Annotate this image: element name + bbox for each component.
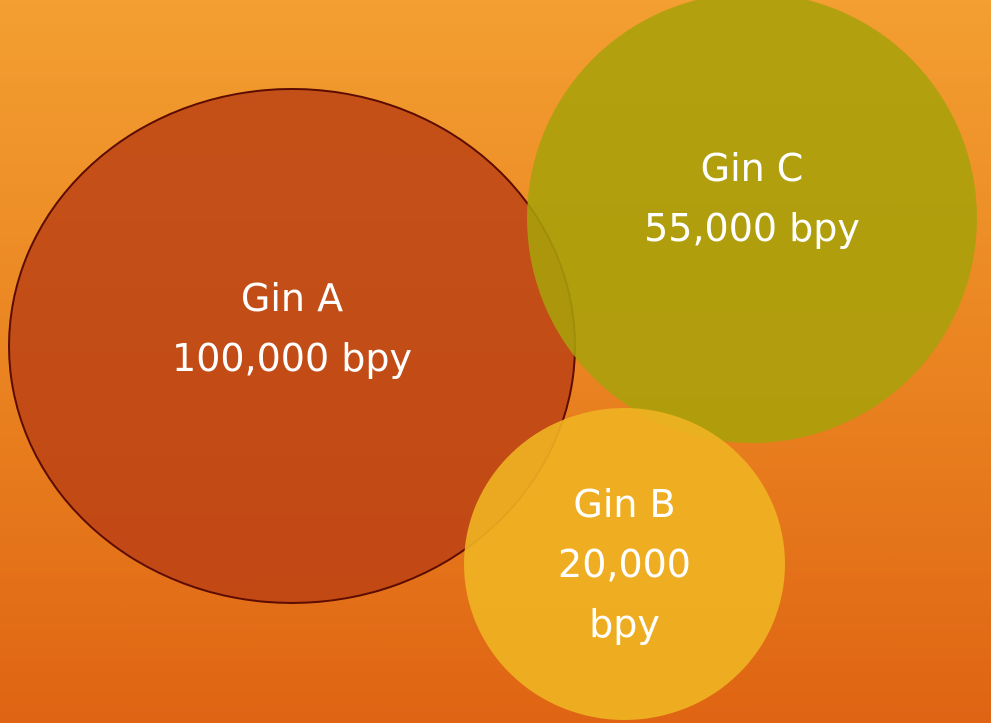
bubble-value: 55,000 bpy [644,206,860,250]
bubble-name: Gin B [573,482,676,526]
bubble-gin-b: Gin B 20,000 bpy [464,408,785,720]
bubble-value: 20,000 bpy [558,542,691,646]
bubble-gin-c: Gin C 55,000 bpy [527,0,977,443]
bubble-name: Gin C [700,146,804,190]
bubble-gin-a: Gin A 100,000 bpy [8,88,576,604]
bubble-value: 100,000 bpy [172,336,412,380]
bubble-name: Gin A [240,276,344,320]
